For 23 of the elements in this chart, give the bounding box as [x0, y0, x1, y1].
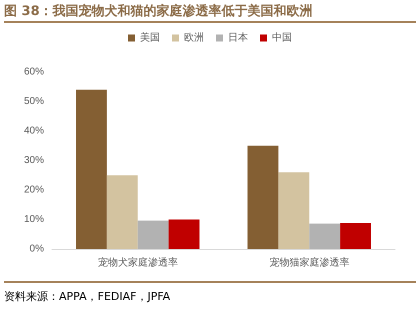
- y-tick-label: 40%: [24, 126, 44, 136]
- legend-label: 欧洲: [184, 32, 204, 44]
- bar: [248, 146, 278, 249]
- legend-label: 中国: [272, 32, 292, 44]
- bar: [106, 175, 138, 249]
- y-tick-label: 30%: [24, 155, 44, 166]
- x-tick-label: 宠物猫家庭渗透率: [269, 256, 350, 268]
- bar: [278, 172, 310, 249]
- bar: [168, 220, 200, 249]
- text: 资料来源：APPA，FEDIAF，JPFA: [4, 281, 416, 304]
- chart-title: 图 38：我国宠物犬和猫的家庭渗透率低于美国和欧洲: [4, 2, 416, 23]
- y-tick-label: 50%: [24, 96, 44, 107]
- y-tick-label: 10%: [24, 214, 44, 225]
- y-tick-label: 20%: [24, 184, 44, 196]
- x-tick-label: 宠物犬家庭渗透率: [98, 256, 178, 268]
- bar: [138, 220, 169, 249]
- bar: [76, 90, 107, 249]
- y-tick-label: 0%: [30, 244, 44, 254]
- y-tick-label: 60%: [24, 66, 44, 78]
- legend-label: 日本: [228, 32, 248, 44]
- bar: [309, 224, 340, 249]
- legend-label: 美国: [140, 32, 160, 44]
- bar: [340, 223, 371, 249]
